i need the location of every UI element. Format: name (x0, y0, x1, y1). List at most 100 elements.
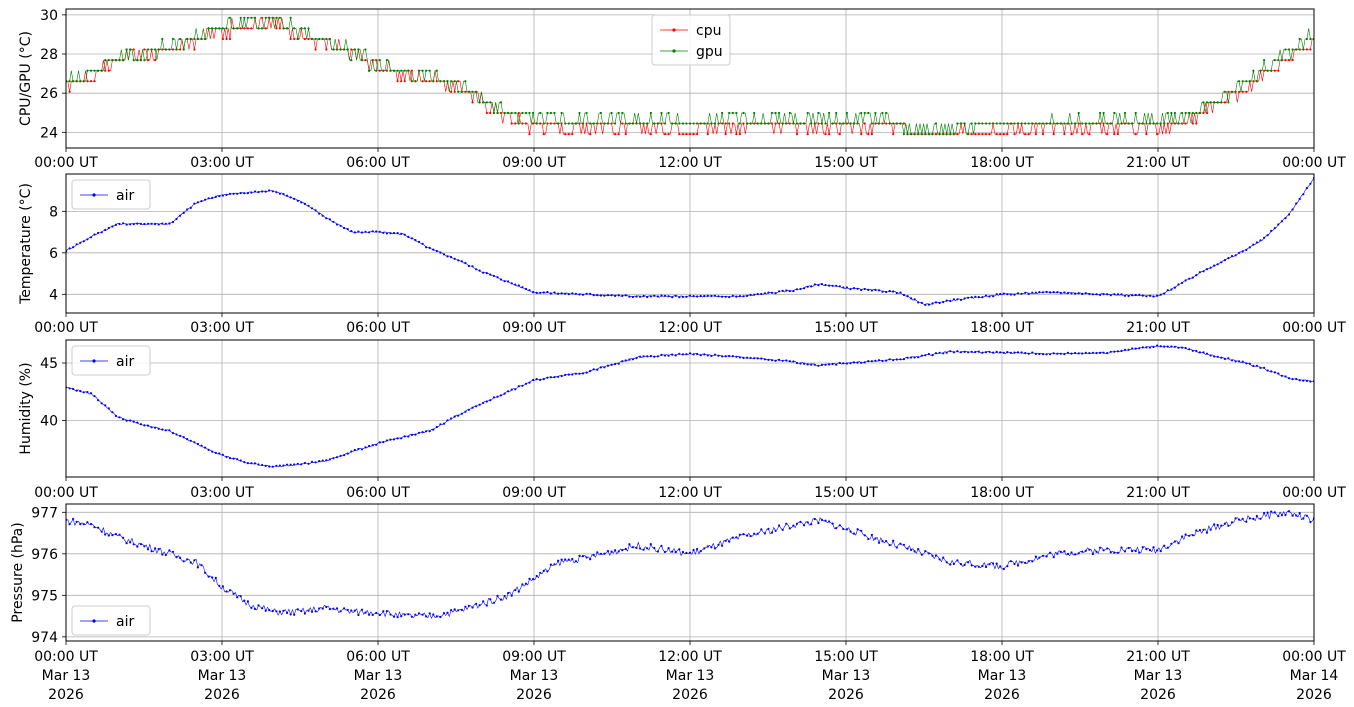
data-point (667, 547, 670, 550)
data-point (236, 458, 239, 461)
data-point (524, 111, 528, 115)
data-point (1106, 133, 1109, 136)
data-point (93, 526, 96, 529)
data-point (528, 111, 531, 115)
data-point (920, 553, 923, 556)
data-point (1063, 133, 1066, 136)
data-point (524, 122, 528, 125)
data-point (831, 362, 834, 366)
data-point (956, 559, 959, 562)
data-point (553, 563, 556, 566)
data-point (97, 526, 100, 529)
data-point (303, 37, 306, 41)
data-point (193, 202, 196, 205)
data-point (660, 544, 663, 548)
data-point (136, 59, 139, 62)
x-tick-label: 09:00 UT (502, 320, 566, 336)
data-point (1173, 540, 1176, 543)
data-point (599, 122, 603, 125)
data-point (1223, 90, 1226, 93)
data-point (1305, 514, 1308, 517)
data-point (824, 363, 827, 366)
data-point (653, 355, 656, 358)
data-point (845, 111, 849, 115)
data-point (236, 27, 239, 30)
data-point (503, 111, 506, 115)
data-point (1309, 182, 1312, 185)
data-point (863, 361, 866, 364)
data-point (243, 461, 246, 464)
data-point (749, 356, 752, 359)
data-point (1198, 529, 1201, 532)
data-point (521, 583, 524, 586)
data-point (681, 295, 685, 298)
data-point (749, 122, 752, 125)
data-point (1013, 293, 1016, 296)
data-point (86, 521, 89, 524)
data-point (1152, 546, 1155, 549)
data-point (596, 122, 599, 125)
data-point (111, 225, 114, 228)
data-point (724, 355, 727, 358)
data-point (68, 247, 71, 250)
data-point (885, 540, 888, 543)
data-point (1184, 533, 1187, 536)
data-point (89, 69, 93, 72)
data-point (346, 48, 349, 51)
plot-frame (65, 339, 1315, 478)
data-point (1034, 555, 1037, 558)
data-point (296, 608, 299, 611)
data-point (988, 122, 991, 125)
x-tick-label: 12:00 UT (658, 320, 722, 336)
data-point (1020, 292, 1023, 295)
data-point (674, 354, 677, 357)
plot-frame (65, 8, 1315, 149)
data-point (414, 80, 417, 83)
data-point (835, 527, 838, 530)
data-point (603, 122, 606, 125)
data-point (100, 69, 103, 72)
data-point (642, 355, 645, 358)
data-point (107, 534, 110, 537)
data-point (439, 423, 442, 426)
data-point (770, 359, 774, 362)
data-point (314, 37, 317, 41)
data-point (738, 533, 742, 536)
data-point (703, 547, 706, 550)
data-point (1134, 293, 1137, 297)
data-point (1163, 544, 1166, 547)
data-point (86, 238, 89, 241)
data-point (421, 69, 424, 72)
x-tick-label: 18:00 UT (970, 320, 1034, 336)
data-point (389, 232, 392, 235)
data-point (621, 122, 624, 125)
data-point (999, 565, 1002, 568)
data-point (414, 239, 417, 242)
data-point (539, 571, 542, 574)
data-point (963, 350, 966, 353)
data-point (831, 522, 834, 525)
data-point (417, 240, 421, 243)
data-point (453, 608, 456, 611)
data-point (699, 354, 702, 357)
data-point (1106, 547, 1109, 550)
data-point (1049, 291, 1052, 294)
data-point (346, 452, 349, 455)
y-tick-label: 40 (40, 414, 58, 430)
data-point (1295, 514, 1298, 517)
data-point (1045, 290, 1048, 294)
data-point (171, 550, 175, 553)
data-point (678, 548, 681, 551)
data-point (1280, 220, 1283, 223)
data-point (221, 453, 224, 456)
data-point (1166, 546, 1169, 549)
data-point (1159, 550, 1162, 553)
y-tick-label: 975 (31, 588, 58, 604)
data-point (617, 133, 620, 136)
series-air (66, 176, 1314, 306)
data-point (478, 403, 481, 406)
data-point (532, 111, 535, 115)
data-point (906, 547, 909, 550)
data-point (856, 361, 859, 364)
data-point (1195, 529, 1198, 532)
